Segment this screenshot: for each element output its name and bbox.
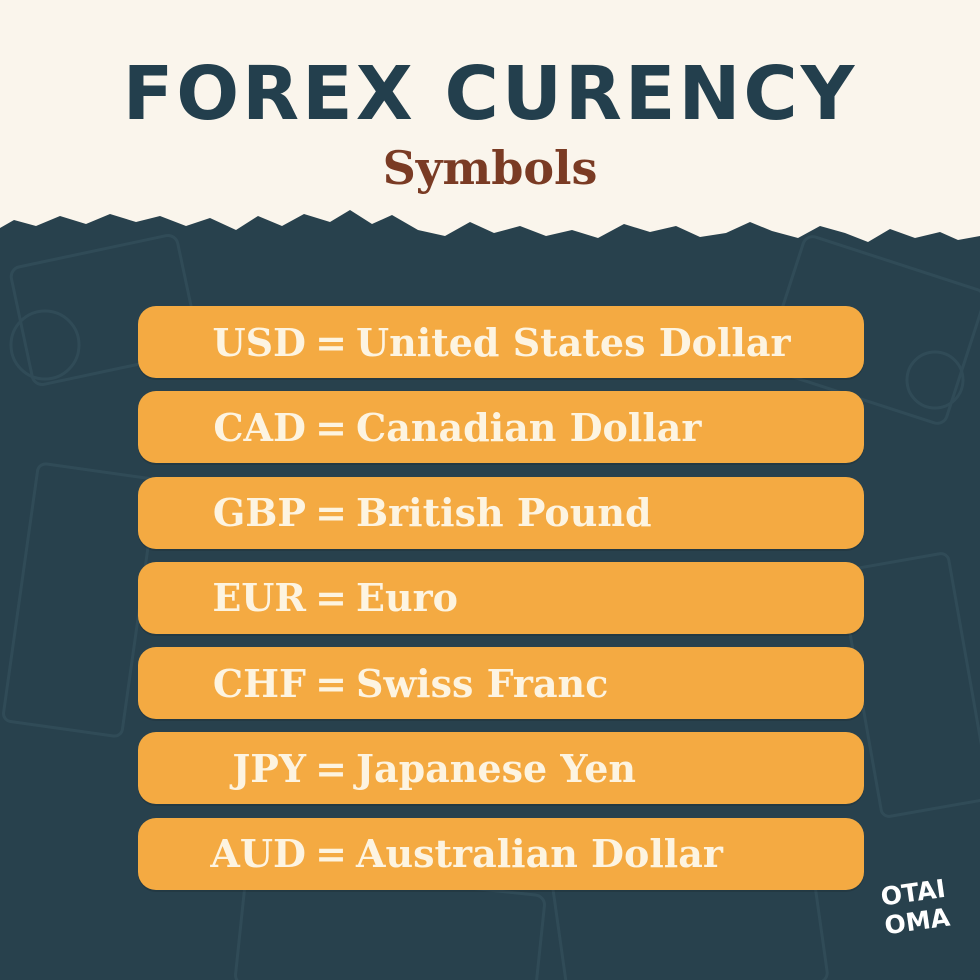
currency-name: Euro: [356, 575, 458, 621]
currency-row-jpy: JPY = Japanese Yen: [138, 732, 864, 805]
equals-sign: =: [315, 404, 347, 450]
equals-sign: =: [315, 575, 347, 621]
page-title: FOREX CURENCY: [122, 51, 858, 137]
currency-code: AUD: [210, 831, 306, 877]
currency-row-gbp: GBP = British Pound: [138, 476, 864, 549]
equals-sign: =: [315, 319, 347, 365]
currency-code: CAD: [213, 404, 306, 450]
currency-code: GBP: [212, 490, 306, 536]
brand-logo: OTAI OMA: [868, 872, 965, 954]
torn-paper-header: [0, 0, 980, 242]
currency-code: USD: [212, 319, 306, 365]
currency-name: Japanese Yen: [356, 745, 637, 791]
currency-code: EUR: [212, 575, 306, 621]
equals-sign: =: [315, 831, 347, 877]
currency-code: CHF: [212, 660, 306, 706]
page-subtitle: Symbols: [382, 141, 598, 195]
currency-row-eur: EUR = Euro: [138, 561, 864, 634]
currency-list: USD = United States Dollar CAD = Canadia…: [138, 306, 864, 903]
currency-row-aud: AUD = Australian Dollar: [138, 817, 864, 890]
currency-row-cad: CAD = Canadian Dollar: [138, 391, 864, 464]
currency-code: JPY: [232, 745, 306, 791]
currency-name: Canadian Dollar: [356, 404, 702, 450]
equals-sign: =: [315, 490, 347, 536]
currency-name: British Pound: [356, 490, 652, 536]
currency-row-usd: USD = United States Dollar: [138, 306, 864, 378]
currency-name: United States Dollar: [356, 319, 791, 365]
equals-sign: =: [315, 660, 347, 706]
currency-name: Australian Dollar: [356, 831, 723, 877]
equals-sign: =: [315, 745, 347, 791]
currency-row-chf: CHF = Swiss Franc: [138, 647, 864, 720]
currency-name: Swiss Franc: [356, 660, 609, 706]
